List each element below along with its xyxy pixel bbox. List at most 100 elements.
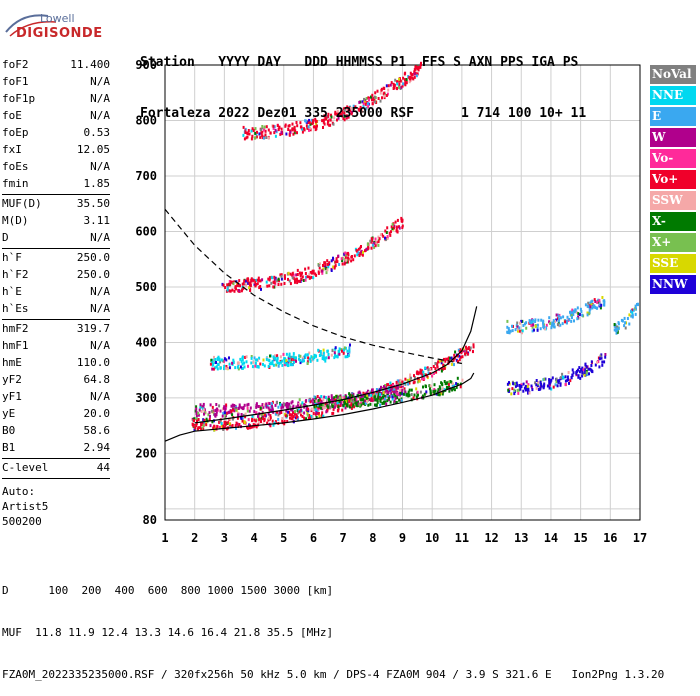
echo-point (371, 102, 374, 106)
echo-point (222, 424, 225, 428)
echo-point (309, 126, 312, 130)
echo-point (263, 403, 265, 407)
echo-point (528, 319, 531, 323)
echo-point (384, 236, 386, 240)
echo-point (299, 125, 302, 129)
echo-point (432, 390, 435, 394)
echo-point (302, 279, 305, 282)
echo-point (380, 391, 383, 395)
x-tick-label: 13 (514, 531, 528, 545)
echo-point (285, 403, 288, 407)
echo-point (338, 352, 341, 356)
echo-point (352, 104, 355, 108)
echo-point (310, 409, 313, 413)
echo-point (242, 286, 245, 290)
echo-point (460, 351, 463, 355)
echo-point (246, 135, 249, 139)
echo-point (327, 356, 330, 360)
echo-point (295, 278, 298, 282)
echo-point (289, 416, 291, 420)
param-label: hmE (2, 356, 22, 369)
echo-point (313, 353, 316, 357)
echo-point (324, 262, 327, 266)
hdr-label: PS (562, 55, 579, 70)
echo-point (393, 83, 396, 87)
echo-point (452, 358, 455, 362)
echo-point (365, 97, 368, 100)
echo-point (393, 394, 396, 398)
param-value: N/A (90, 231, 110, 244)
echo-point (195, 407, 198, 411)
echo-point (394, 395, 397, 398)
echo-point (266, 284, 269, 288)
echo-point (531, 319, 534, 322)
echo-point (328, 118, 331, 122)
echo-point (286, 420, 289, 423)
echo-point (208, 411, 211, 415)
x-tick-label: 5 (280, 531, 287, 545)
echo-point (472, 343, 475, 347)
echo-point (301, 358, 304, 362)
echo-point (322, 354, 325, 358)
echo-point (288, 279, 291, 283)
echo-point (347, 108, 350, 112)
echo-point (549, 380, 552, 384)
echo-point (341, 396, 344, 400)
echo-point (315, 399, 318, 403)
echo-point (222, 426, 225, 430)
echo-point (382, 391, 385, 395)
echo-point (395, 227, 398, 231)
echo-point (590, 364, 593, 367)
echo-point (333, 356, 336, 360)
echo-point (453, 353, 456, 357)
hdr-label: FFS (421, 55, 446, 70)
echo-point (362, 391, 365, 395)
echo-point (342, 114, 345, 118)
echo-point (267, 128, 270, 132)
echo-point (283, 403, 286, 406)
echo-point (291, 127, 294, 131)
echo-point (322, 403, 325, 407)
echo-point (516, 325, 519, 329)
echo-point (598, 301, 601, 304)
echo-point (251, 134, 254, 138)
echo-point (572, 313, 575, 316)
echo-point (356, 404, 359, 408)
echo-point (614, 328, 617, 332)
echo-point (209, 362, 212, 366)
echo-point (300, 408, 302, 412)
echo-point (319, 350, 322, 353)
y-tick-label: 700 (135, 169, 157, 183)
echo-point (371, 388, 374, 392)
echo-point (510, 392, 513, 396)
legend-item: Vo- (650, 149, 696, 168)
echo-point (392, 85, 395, 89)
echo-point (241, 355, 244, 359)
echo-point (240, 413, 243, 416)
echo-point (218, 358, 221, 362)
echo-point (370, 393, 373, 397)
echo-point (537, 381, 540, 384)
echo-point (358, 100, 361, 104)
echo-point (402, 76, 405, 80)
echo-point (241, 419, 244, 423)
echo-point (596, 360, 598, 364)
station-header: Station YYYY DAY DDD HHMMSS P1 FFS S AXN… (140, 20, 700, 139)
echo-point (548, 378, 551, 382)
echo-point (417, 393, 419, 397)
echo-point (233, 409, 236, 413)
echo-point (530, 321, 533, 325)
echo-point (213, 355, 215, 359)
echo-point (534, 318, 537, 322)
echo-point (423, 376, 426, 380)
hdr-value: 2022 Dez01 (218, 106, 297, 121)
echo-point (455, 382, 458, 386)
echo-point (581, 313, 584, 317)
echo-point (289, 363, 292, 367)
legend-item: NNW (650, 275, 696, 294)
echo-point (243, 137, 246, 141)
echo-point (418, 379, 421, 383)
echo-point (380, 385, 382, 389)
echo-point (195, 410, 198, 414)
echo-point (404, 377, 407, 381)
